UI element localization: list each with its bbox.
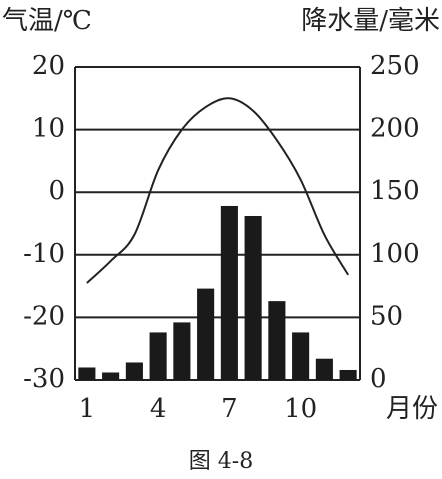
x-axis-label: 月份: [386, 394, 438, 424]
x-tick-label: 4: [150, 394, 167, 424]
x-tick-label: 1: [79, 394, 96, 424]
bar: [173, 322, 191, 380]
y-tick-label: 10: [32, 114, 65, 144]
x-tick-label: 7: [221, 394, 238, 424]
bar: [149, 332, 167, 380]
temperature-line: [86, 97, 349, 284]
y-tick-label: -20: [23, 301, 65, 331]
y2-tick-label: 50: [370, 301, 403, 331]
chart-title: 图 4-8: [189, 449, 253, 474]
bar: [78, 367, 96, 380]
y2-tick-label: 0: [370, 364, 387, 394]
bar: [197, 288, 215, 380]
y2-tick-label: 150: [370, 176, 420, 206]
bar: [292, 332, 310, 380]
bar: [268, 301, 286, 380]
y-tick-label: -30: [23, 364, 65, 394]
y2-tick-label: 100: [370, 239, 420, 269]
x-tick-label: 10: [284, 394, 317, 424]
bar: [244, 215, 262, 380]
y2-tick-label: 250: [370, 51, 420, 81]
y-axis-label: 气温/℃: [2, 6, 92, 36]
bar: [102, 372, 120, 380]
bar: [125, 362, 143, 380]
bar: [315, 358, 333, 380]
y-tick-label: 20: [32, 51, 65, 81]
y2-axis-label: 降水量/毫米: [301, 6, 440, 36]
bar: [220, 205, 238, 380]
y-tick-label: -10: [23, 239, 65, 269]
y2-tick-label: 200: [370, 114, 420, 144]
y-tick-label: 0: [48, 176, 65, 206]
bar: [339, 369, 357, 380]
